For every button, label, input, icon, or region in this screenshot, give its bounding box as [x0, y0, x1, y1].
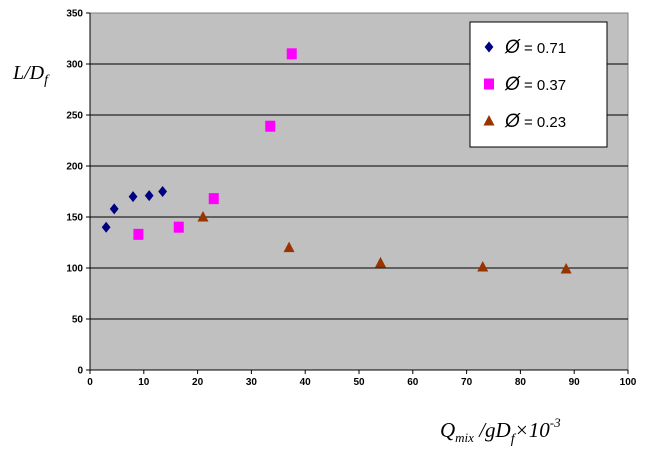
series-3-point	[477, 260, 489, 272]
series-1-point	[101, 221, 111, 233]
series-3-point	[375, 256, 387, 268]
x-axis-title-sub1: mix	[455, 430, 474, 445]
x-tick-label: 50	[353, 377, 365, 388]
series-2-point	[265, 120, 276, 132]
series-2-point	[286, 48, 297, 60]
x-tick-label: 10	[138, 377, 150, 388]
x-tick-labels: 0 10 20 30 40 50 60 70 80 90 100	[87, 377, 637, 388]
x-axis-title-tail: ×10	[515, 418, 551, 442]
x-tick-label: 60	[407, 377, 419, 388]
x-tick-label: 70	[461, 377, 473, 388]
legend-label-3: Ø = 0.23	[504, 111, 566, 132]
y-axis-title-main: L/D	[12, 62, 45, 84]
y-axis-title: L/Df	[12, 62, 50, 88]
x-tick-label: 30	[246, 377, 258, 388]
y-tick-label: 300	[66, 60, 83, 71]
legend-marker-1	[484, 41, 494, 53]
x-tick-label: 0	[87, 377, 93, 388]
y-axis-title-sub: f	[44, 73, 50, 88]
x-tick-label: 40	[300, 377, 312, 388]
x-axis-title: Qmix /gDf×10-3	[440, 415, 561, 447]
series-3-point	[560, 263, 572, 274]
y-tick-label: 150	[66, 213, 83, 224]
series-3-point	[197, 211, 209, 222]
y-tick-label: 0	[77, 366, 83, 377]
y-tick-label: 250	[66, 111, 83, 122]
x-tick-label: 20	[192, 377, 204, 388]
legend: Ø = 0.71 Ø = 0.37 Ø = 0.23	[469, 21, 608, 148]
y-tick-label: 200	[66, 162, 83, 173]
x-axis-title-sub2: f	[511, 432, 517, 447]
y-tick-label: 350	[66, 9, 83, 20]
series-2-point	[208, 193, 219, 205]
x-axis-title-sup: -3	[550, 415, 561, 430]
x-tick-label: 100	[620, 377, 637, 388]
series-1-point	[158, 186, 168, 197]
series-2-point	[133, 228, 144, 240]
series-1-point	[128, 191, 138, 203]
legend-marker-3	[483, 115, 495, 126]
x-axis-title-main: Q	[440, 418, 455, 442]
series-3-point	[283, 241, 295, 253]
y-tick-labels: 0 50 100 150 200 250 300 350	[66, 9, 83, 377]
legend-label-1: Ø = 0.71	[504, 37, 566, 58]
x-tick-label: 90	[569, 377, 581, 388]
legend-marker-2	[484, 78, 494, 90]
series-1-point	[109, 203, 119, 215]
legend-label-2: Ø = 0.37	[504, 74, 566, 95]
series-2-point	[173, 221, 184, 233]
x-axis-title-mid: /gD	[474, 418, 511, 442]
series-1-point	[144, 190, 154, 202]
x-tick-label: 80	[515, 377, 527, 388]
y-tick-label: 50	[72, 315, 84, 326]
data-points	[101, 48, 572, 274]
axes	[86, 12, 629, 374]
y-tick-label: 100	[66, 264, 83, 275]
